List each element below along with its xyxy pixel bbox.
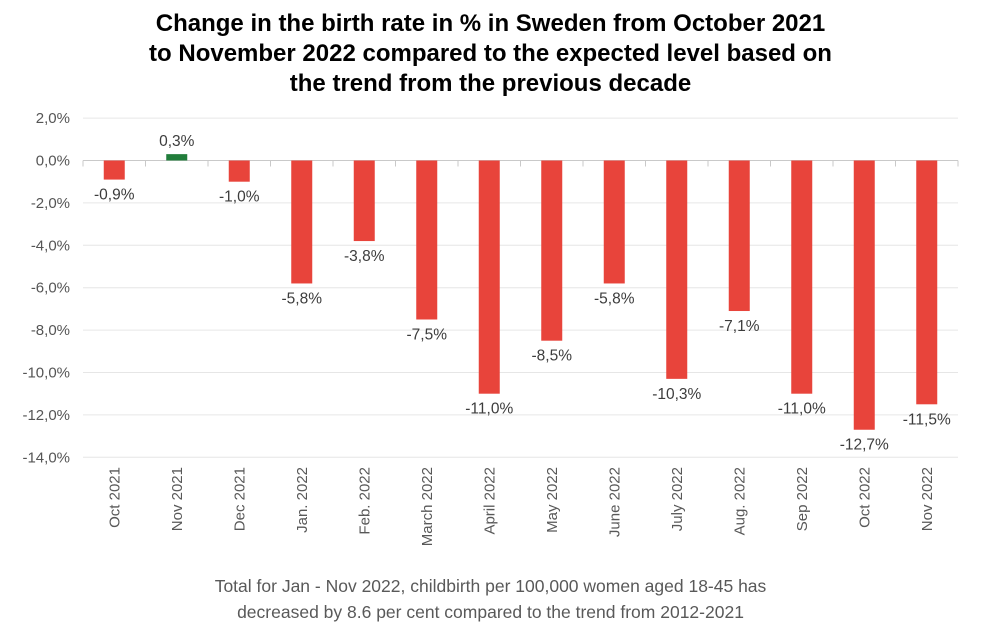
bar-value-label: -12,7%: [840, 437, 889, 454]
bar-nov-2022: [916, 160, 938, 405]
bar-value-label: -11,0%: [465, 401, 513, 418]
bar-value-label: -10,3%: [652, 386, 701, 403]
bar-feb-2022: [353, 160, 375, 242]
y-axis-tick-label: -10,0%: [22, 365, 70, 382]
x-axis-category-label: Nov 2022: [919, 467, 936, 531]
bar-march-2022: [416, 160, 438, 320]
chart-title-line-2: to November 2022 compared to the expecte…: [149, 40, 832, 67]
x-axis-category-label: Oct 2021: [106, 467, 123, 528]
bar-dec-2021: [228, 160, 250, 182]
bar-jan-2022: [291, 160, 313, 284]
chart-title: Change in the birth rate in % in Sweden …: [0, 9, 981, 99]
x-axis-category-label: May 2022: [544, 467, 561, 533]
y-axis-tick-label: 0,0%: [36, 153, 70, 170]
x-axis-category-label: Nov 2021: [169, 467, 186, 531]
y-axis-tick-label: -14,0%: [22, 449, 70, 466]
bar-value-label: -7,1%: [719, 318, 760, 335]
chart-title-line-3: the trend from the previous decade: [289, 70, 692, 97]
chart-title-line-1: Change in the birth rate in % in Sweden …: [155, 10, 826, 37]
bar-may-2022: [541, 160, 563, 341]
bar-aug-2022: [728, 160, 750, 312]
bar-nov-2021: [166, 154, 188, 161]
y-axis-tick-label: -6,0%: [31, 280, 70, 297]
bar-value-label: -3,8%: [344, 248, 385, 265]
x-axis-category-label: Dec 2021: [231, 467, 248, 531]
x-axis-category-label: Sep 2022: [794, 467, 811, 531]
bar-value-label: -8,5%: [532, 348, 573, 365]
x-axis-category-label: June 2022: [606, 467, 623, 537]
bar-value-label: -1,0%: [219, 189, 260, 206]
bar-sep-2022: [791, 160, 813, 394]
bar-oct-2022: [853, 160, 875, 430]
bar-oct-2021: [103, 160, 125, 180]
y-axis-tick-label: -12,0%: [22, 407, 70, 424]
x-axis-category-label: April 2022: [481, 467, 498, 535]
x-axis-category-label: Jan. 2022: [294, 467, 311, 533]
x-axis-category-label: March 2022: [419, 467, 436, 546]
x-axis-category-label: Oct 2022: [856, 467, 873, 528]
bar-value-label: -7,5%: [407, 327, 448, 344]
y-axis-tick-label: -4,0%: [31, 237, 70, 254]
bar-june-2022: [603, 160, 625, 284]
bar-april-2022: [478, 160, 500, 394]
bar-value-label: -0,9%: [94, 187, 135, 204]
bar-value-label: -5,8%: [594, 290, 635, 307]
chart-footnote-line-1: Total for Jan - Nov 2022, childbirth per…: [214, 576, 767, 596]
bar-value-label: 0,3%: [159, 133, 195, 150]
bar-july-2022: [666, 160, 688, 379]
y-axis-tick-label: -8,0%: [31, 322, 70, 339]
bar-value-label: -11,5%: [903, 411, 951, 428]
y-axis-tick-label: 2,0%: [36, 110, 70, 127]
bar-value-label: -11,0%: [778, 401, 826, 418]
bar-value-label: -5,8%: [282, 290, 323, 307]
x-axis-category-label: Feb. 2022: [356, 467, 373, 535]
chart-footnote-line-2: decreased by 8.6 per cent compared to th…: [237, 602, 744, 622]
x-axis-category-label: Aug. 2022: [731, 467, 748, 535]
x-axis-category-label: July 2022: [669, 467, 686, 531]
chart-footnote: Total for Jan - Nov 2022, childbirth per…: [0, 573, 981, 625]
y-axis-tick-label: -2,0%: [31, 195, 70, 212]
